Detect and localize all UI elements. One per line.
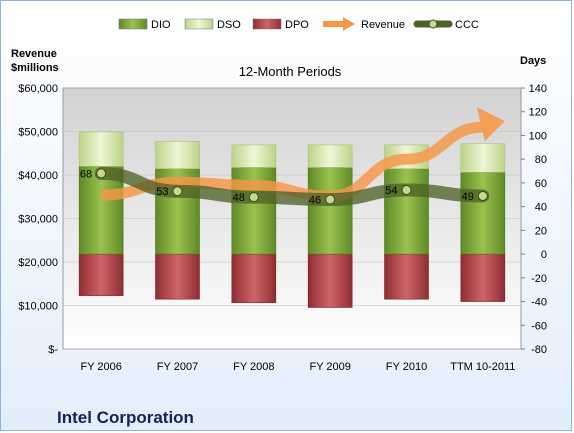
ccc-data-label: 54 [385, 185, 397, 197]
left-tick-label: $10,000 [18, 301, 58, 313]
bar-dpo [155, 253, 200, 300]
right-axis-ticks: -80 -60 -40 -20 0 20 40 60 80 100 120 140 [521, 83, 547, 356]
bar-dso [460, 143, 506, 173]
legend-item-ccc: CCC [413, 19, 479, 31]
left-tick-label: $30,000 [18, 214, 58, 226]
x-axis-ticks: FY 2006 FY 2007 FY 2008 FY 2009 FY 2010 TTM 1… [80, 361, 515, 373]
bar-dio [384, 168, 429, 255]
right-tick-label: -80 [531, 344, 547, 356]
bar-dpo [78, 253, 124, 296]
legend-item-dpo: DPO [252, 18, 309, 31]
legend-item-dso: DSO [184, 18, 241, 31]
chart-title: 12-Month Periods [239, 64, 342, 79]
right-tick-label: -60 [531, 320, 547, 332]
legend-label-dso: DSO [217, 19, 241, 31]
right-tick-label: 60 [535, 178, 547, 190]
ccc-data-label: 49 [462, 191, 474, 203]
left-axis-label-line1: Revenue [11, 48, 57, 60]
ccc-point [172, 186, 183, 197]
right-axis-label: Days [520, 55, 546, 67]
right-tick-label: -40 [531, 297, 547, 309]
ccc-point [96, 168, 107, 179]
bar-dpo [460, 253, 506, 302]
x-tick-label: FY 2007 [157, 361, 198, 373]
bar-dpo [384, 253, 429, 300]
left-tick-label: $50,000 [18, 127, 58, 139]
bar-dso [78, 131, 124, 167]
legend-swatch-dio [118, 18, 148, 30]
legend-swatch-dso [184, 18, 214, 30]
bar-dso [231, 144, 277, 168]
bar-dio [307, 167, 353, 255]
legend-item-dio: DIO [118, 18, 171, 31]
x-tick-label: FY 2010 [386, 361, 427, 373]
left-axis-label-line2: $millions [11, 62, 59, 74]
right-tick-label: 40 [535, 202, 547, 214]
ccc-data-label: 53 [156, 186, 168, 198]
left-axis-ticks: $- $10,000 $20,000 $30,000 $40,000 $50,000 $60… [18, 83, 58, 356]
ccc-data-label: 46 [309, 195, 321, 207]
legend-marker-ccc [428, 19, 438, 29]
right-tick-label: 120 [529, 107, 547, 119]
right-tick-label: -20 [531, 273, 547, 285]
x-tick-label: FY 2008 [233, 361, 274, 373]
left-tick-label: $20,000 [18, 257, 58, 269]
right-tick-label: 140 [529, 83, 547, 95]
company-name: Intel Corporation [57, 408, 194, 427]
bar-dpo [231, 253, 277, 304]
legend-item-revenue: Revenue [323, 17, 405, 31]
bar-dso [155, 141, 200, 169]
bar-dso [307, 144, 353, 168]
gridlines [63, 87, 521, 350]
right-tick-label: 0 [541, 249, 547, 261]
ccc-point [325, 194, 336, 205]
ccc-data-label: 48 [233, 192, 245, 204]
x-tick-label: FY 2009 [309, 361, 350, 373]
right-tick-label: 20 [535, 225, 547, 237]
right-tick-label: 80 [535, 154, 547, 166]
ccc-line [94, 166, 490, 207]
left-tick-label: $- [48, 344, 58, 356]
ccc-series: 68 53 48 46 54 49 [80, 166, 490, 207]
x-tick-label: FY 2006 [80, 361, 121, 373]
legend-label-dio: DIO [151, 19, 171, 31]
left-tick-label: $60,000 [18, 83, 58, 95]
x-tick-label: TTM 10-2011 [450, 361, 515, 373]
legend-label-ccc: CCC [455, 19, 479, 31]
legend-swatch-dpo [252, 18, 282, 30]
ccc-data-label: 68 [80, 168, 92, 180]
right-tick-label: 100 [529, 130, 547, 142]
legend-arrowhead-revenue [343, 17, 355, 31]
left-tick-label: $40,000 [18, 170, 58, 182]
legend-label-revenue: Revenue [361, 19, 405, 31]
bar-dio [460, 171, 506, 255]
legend-label-dpo: DPO [285, 19, 309, 31]
revenue-arrowhead [476, 107, 505, 142]
chart-legend: DIO DSO DPO Revenue CCC [118, 17, 479, 31]
ccc-point [477, 190, 488, 201]
ccc-point [248, 192, 259, 203]
bar-dpo [307, 253, 353, 308]
ccc-point [401, 185, 412, 196]
